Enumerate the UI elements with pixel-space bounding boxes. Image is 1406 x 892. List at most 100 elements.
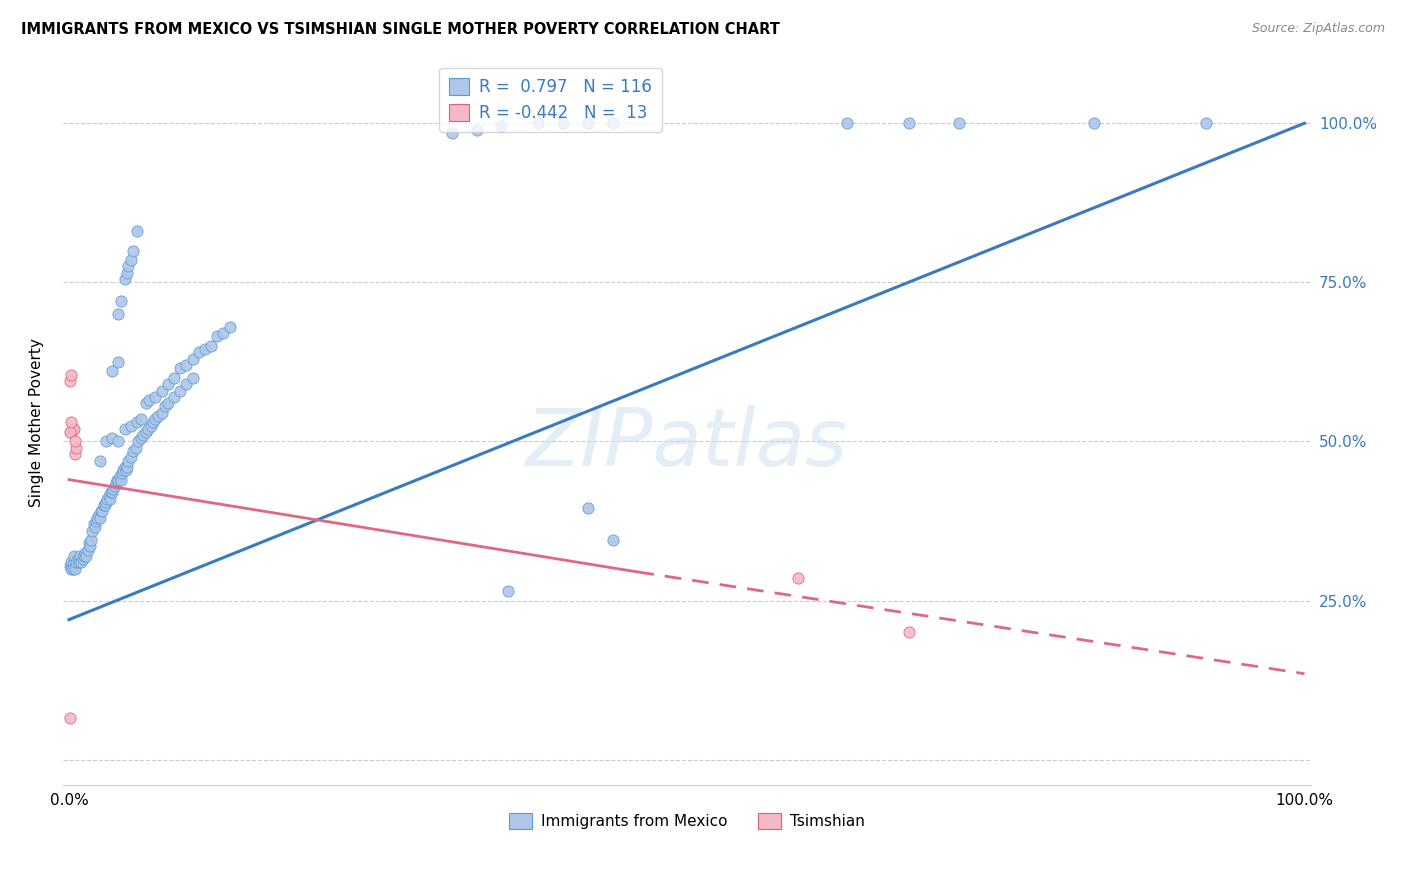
- Point: [176, 377, 198, 392]
- Point: [527, 116, 550, 130]
- Point: [89, 453, 111, 467]
- Point: [60, 368, 83, 382]
- Point: [212, 326, 235, 341]
- Point: [132, 428, 155, 442]
- Point: [101, 431, 124, 445]
- Text: IMMIGRANTS FROM MEXICO VS TSIMSHIAN SINGLE MOTHER POVERTY CORRELATION CHART: IMMIGRANTS FROM MEXICO VS TSIMSHIAN SING…: [21, 22, 780, 37]
- Point: [60, 425, 83, 439]
- Point: [786, 571, 808, 585]
- Point: [207, 329, 229, 343]
- Point: [136, 422, 159, 436]
- Point: [110, 473, 132, 487]
- Point: [163, 371, 186, 385]
- Point: [66, 552, 89, 566]
- Point: [200, 339, 222, 353]
- Point: [125, 415, 148, 429]
- Point: [60, 415, 83, 429]
- Point: [163, 390, 186, 404]
- Point: [127, 434, 149, 449]
- Point: [176, 358, 198, 372]
- Point: [65, 441, 87, 455]
- Point: [150, 406, 173, 420]
- Point: [63, 422, 86, 436]
- Point: [114, 459, 136, 474]
- Point: [1083, 116, 1105, 130]
- Point: [87, 508, 110, 522]
- Point: [1194, 116, 1216, 130]
- Point: [155, 400, 177, 414]
- Point: [169, 384, 191, 398]
- Point: [602, 116, 624, 130]
- Point: [898, 116, 921, 130]
- Point: [101, 485, 124, 500]
- Point: [84, 520, 107, 534]
- Point: [101, 364, 124, 378]
- Point: [125, 441, 148, 455]
- Point: [67, 555, 90, 569]
- Point: [135, 396, 157, 410]
- Point: [142, 415, 165, 429]
- Point: [83, 517, 105, 532]
- Point: [120, 450, 142, 465]
- Point: [114, 272, 136, 286]
- Point: [86, 510, 108, 524]
- Point: [114, 463, 136, 477]
- Point: [135, 425, 157, 439]
- Point: [79, 540, 101, 554]
- Point: [90, 504, 112, 518]
- Point: [110, 294, 132, 309]
- Point: [96, 491, 118, 506]
- Legend: Immigrants from Mexico, Tsimshian: Immigrants from Mexico, Tsimshian: [502, 807, 870, 836]
- Point: [496, 584, 519, 599]
- Point: [59, 711, 82, 725]
- Point: [91, 504, 114, 518]
- Point: [115, 266, 138, 280]
- Point: [104, 479, 127, 493]
- Text: ZIPatlas: ZIPatlas: [526, 405, 848, 483]
- Point: [73, 546, 96, 560]
- Point: [122, 244, 145, 258]
- Point: [73, 549, 96, 563]
- Point: [576, 501, 599, 516]
- Point: [103, 482, 125, 496]
- Point: [93, 498, 115, 512]
- Point: [125, 224, 148, 238]
- Point: [105, 473, 128, 487]
- Point: [94, 434, 117, 449]
- Point: [440, 126, 463, 140]
- Point: [107, 473, 129, 487]
- Point: [107, 307, 129, 321]
- Point: [65, 555, 87, 569]
- Point: [82, 524, 104, 538]
- Point: [122, 444, 145, 458]
- Point: [181, 351, 204, 366]
- Point: [62, 562, 84, 576]
- Point: [112, 463, 135, 477]
- Point: [63, 447, 86, 461]
- Point: [169, 361, 191, 376]
- Point: [98, 491, 121, 506]
- Point: [576, 116, 599, 130]
- Point: [115, 459, 138, 474]
- Point: [75, 549, 97, 563]
- Point: [146, 409, 169, 423]
- Point: [59, 374, 82, 388]
- Point: [62, 422, 84, 436]
- Y-axis label: Single Mother Poverty: Single Mother Poverty: [30, 338, 44, 507]
- Point: [60, 562, 83, 576]
- Point: [602, 533, 624, 547]
- Point: [108, 469, 131, 483]
- Point: [63, 434, 86, 449]
- Point: [117, 260, 139, 274]
- Point: [156, 396, 179, 410]
- Point: [72, 552, 94, 566]
- Point: [181, 371, 204, 385]
- Point: [107, 434, 129, 449]
- Point: [156, 377, 179, 392]
- Point: [120, 253, 142, 268]
- Point: [59, 425, 82, 439]
- Point: [465, 122, 488, 136]
- Point: [129, 412, 152, 426]
- Point: [139, 418, 162, 433]
- Point: [107, 355, 129, 369]
